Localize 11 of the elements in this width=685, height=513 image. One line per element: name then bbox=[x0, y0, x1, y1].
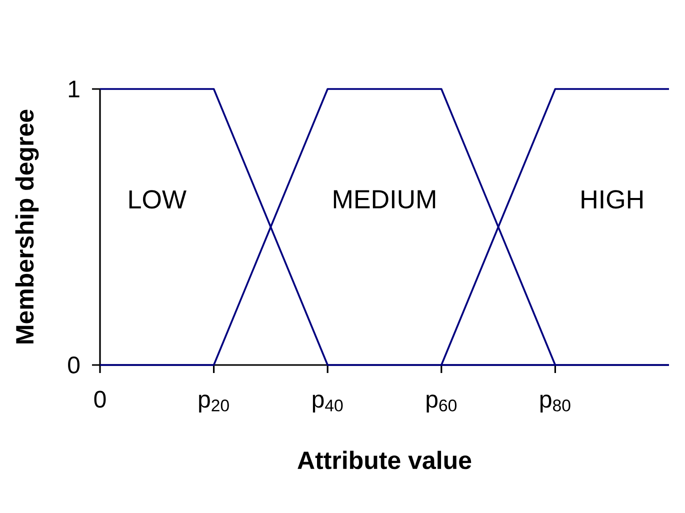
text: LOW bbox=[129, 190, 186, 209]
x-tick-label: p$_{40}$ bbox=[312, 394, 343, 413]
x-tick-label: 0 bbox=[94, 390, 106, 408]
y-axis-title: Membership degree bbox=[15, 110, 39, 344]
x-tick-label: p$_{80}$ bbox=[540, 394, 570, 413]
x-tick-label: p$_{20}$ bbox=[199, 394, 229, 413]
x-tick-label: p$_{60}$ bbox=[426, 394, 457, 413]
series-label: MEDIUM bbox=[334, 190, 436, 208]
y-tick-label: 1 bbox=[68, 80, 80, 98]
x-axis-title: Attribute value bbox=[298, 450, 472, 470]
text: HIGH bbox=[582, 190, 642, 209]
